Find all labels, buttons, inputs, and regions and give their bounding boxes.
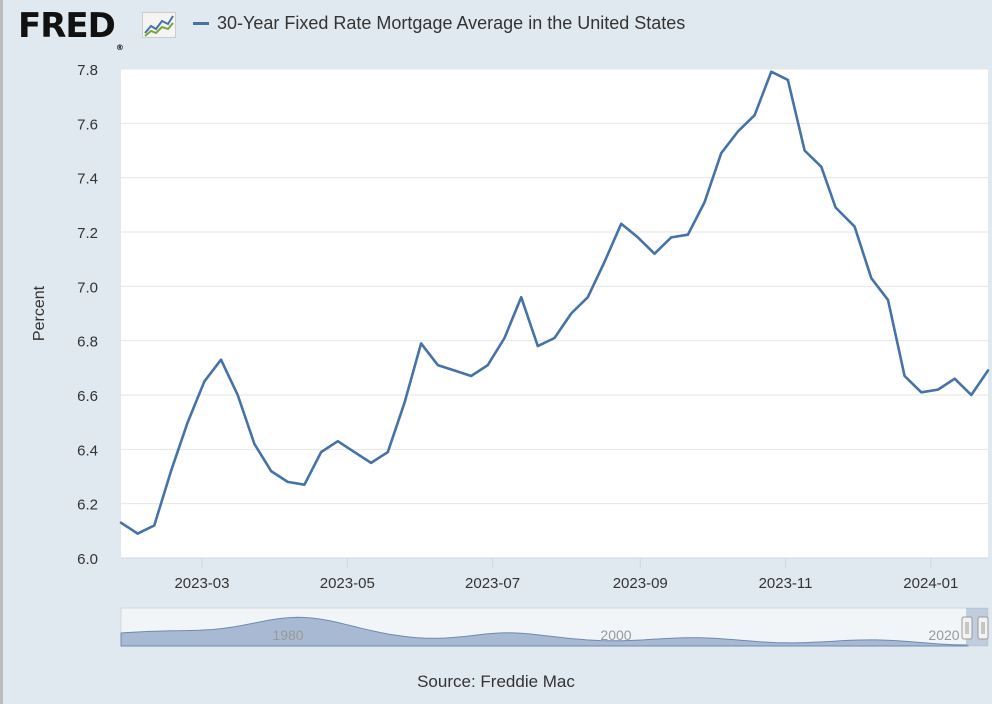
- y-tick-label: 6.8: [77, 334, 98, 351]
- data-point: [286, 480, 289, 483]
- series-line: [119, 70, 990, 535]
- data-point: [820, 165, 823, 168]
- data-point: [269, 469, 272, 472]
- y-tick-label: 7.2: [77, 225, 98, 242]
- data-point: [870, 277, 873, 280]
- data-point: [386, 450, 389, 453]
- x-tick-label: 2023-03: [174, 575, 229, 592]
- y-tick-label: 7.6: [77, 116, 98, 133]
- data-point: [986, 369, 989, 372]
- data-point: [970, 393, 973, 396]
- legend[interactable]: 30-Year Fixed Rate Mortgage Average in t…: [193, 13, 685, 34]
- plot-area[interactable]: [121, 69, 988, 558]
- data-point: [653, 252, 656, 255]
- data-point: [903, 374, 906, 377]
- data-point: [253, 442, 256, 445]
- x-tick-label: 2024-01: [903, 575, 958, 592]
- data-point: [336, 440, 339, 443]
- y-tick-label: 6.2: [77, 497, 98, 514]
- data-point: [520, 296, 523, 299]
- fred-logo[interactable]: FRED®: [18, 6, 124, 52]
- y-tick-label: 6.4: [77, 442, 98, 459]
- data-point: [770, 70, 773, 73]
- data-point: [953, 377, 956, 380]
- y-axis: 6.0 6.2 6.4 6.6 6.8 7.0 7.2 7.4 7.6 7.8: [77, 62, 98, 568]
- data-point: [603, 260, 606, 263]
- navigator-year-label: 2000: [600, 627, 631, 643]
- data-point: [236, 393, 239, 396]
- navigator-area: [120, 616, 969, 647]
- x-tick-label: 2023-09: [613, 575, 668, 592]
- data-point: [420, 342, 423, 345]
- data-point: [536, 345, 539, 348]
- legend-label: 30-Year Fixed Rate Mortgage Average in t…: [217, 13, 686, 33]
- chart-header: FRED® 30-Year Fixed Rate Mortgage Averag…: [0, 0, 992, 52]
- data-point: [834, 206, 837, 209]
- data-point: [620, 222, 623, 225]
- data-point: [570, 312, 573, 315]
- window-edge: [0, 0, 3, 704]
- chart-svg: 6.0 6.2 6.4 6.6 6.8 7.0 7.2 7.4 7.6 7.8 Percent 2…: [31, 62, 990, 647]
- data-point: [670, 236, 673, 239]
- navigator-year-label: 2020: [928, 627, 959, 643]
- data-point: [886, 298, 889, 301]
- data-point: [636, 236, 639, 239]
- navigator-year-label: 1980: [272, 627, 303, 643]
- data-point: [936, 388, 939, 391]
- data-point: [119, 521, 122, 524]
- data-point: [186, 421, 189, 424]
- data-point: [453, 369, 456, 372]
- data-point: [369, 461, 372, 464]
- data-point: [436, 364, 439, 367]
- data-point: [486, 364, 489, 367]
- data-point: [319, 450, 322, 453]
- data-point: [303, 483, 306, 486]
- navigator-handle[interactable]: [961, 616, 973, 640]
- data-point: [786, 78, 789, 81]
- data-point: [353, 450, 356, 453]
- y-tick-label: 6.6: [77, 388, 98, 405]
- data-point: [686, 233, 689, 236]
- x-tick-label: 2023-11: [759, 575, 813, 592]
- data-point: [586, 296, 589, 299]
- data-point: [169, 469, 172, 472]
- data-point: [136, 532, 139, 535]
- data-point: [203, 380, 206, 383]
- y-tick-label: 6.0: [77, 551, 98, 568]
- data-point: [803, 149, 806, 152]
- y-axis-label: Percent: [31, 285, 48, 341]
- y-tick-label: 7.8: [77, 62, 98, 79]
- data-point: [853, 225, 856, 228]
- data-point: [153, 524, 156, 527]
- data-point: [703, 201, 706, 204]
- x-tick-label: 2023-05: [320, 575, 375, 592]
- legend-swatch: [193, 22, 209, 25]
- line-graph-icon: [142, 12, 176, 38]
- data-point: [470, 374, 473, 377]
- x-axis: 2023-03 2023-05 2023-07 2023-09 2023-11 2024-…: [121, 557, 988, 592]
- data-point: [720, 152, 723, 155]
- x-tick-label: 2023-07: [465, 575, 520, 592]
- series-layer: [119, 70, 990, 535]
- data-point: [553, 336, 556, 339]
- y-tick-label: 7.4: [77, 171, 98, 188]
- data-point: [219, 358, 222, 361]
- data-point: [403, 402, 406, 405]
- source-note: Source: Freddie Mac: [417, 672, 575, 691]
- data-point: [753, 114, 756, 117]
- y-tick-label: 7.0: [77, 279, 98, 296]
- navigator-handle[interactable]: [977, 616, 989, 640]
- data-point: [920, 391, 923, 394]
- data-point: [503, 336, 506, 339]
- time-navigator[interactable]: 1980 2000 2020: [120, 607, 989, 647]
- data-point: [736, 130, 739, 133]
